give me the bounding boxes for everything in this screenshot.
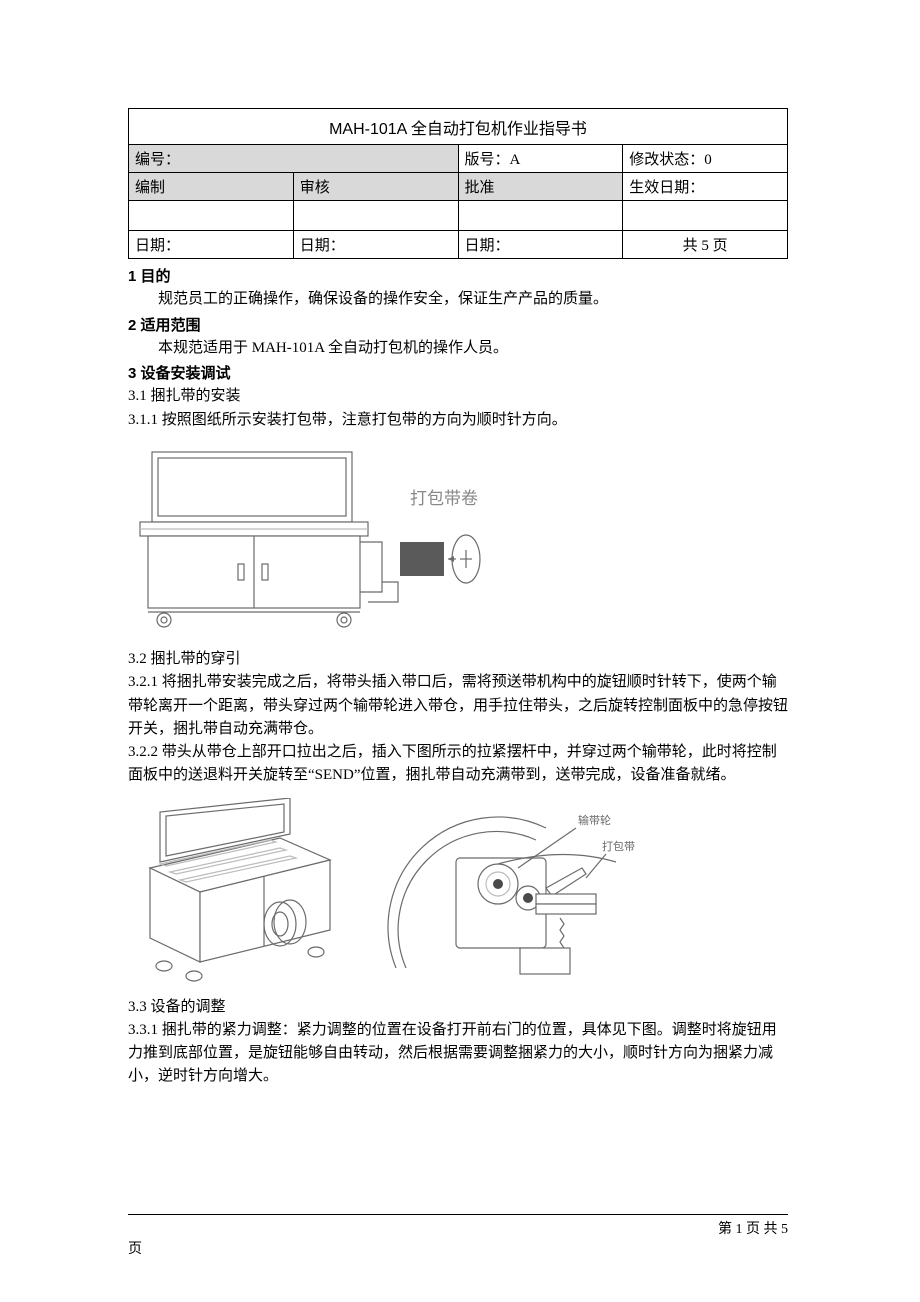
sec32: 3.2 捆扎带的穿引	[128, 648, 788, 671]
page-content: MAH-101A 全自动打包机作业指导书 编号： 版号：A 修改状态：0 编制 …	[128, 108, 788, 1089]
sec321: 3.2.1 将捆扎带安装完成之后，将带头插入带口后，需将预送带机构中的旋钮顺时针…	[128, 671, 788, 741]
figure-2a-svg	[130, 798, 350, 988]
fig1-label: 打包带卷	[410, 489, 478, 508]
body-text: 1 目的 规范员工的正确操作，确保设备的操作安全，保证生产产品的质量。 2 适用…	[128, 265, 788, 1089]
cell-date-2: 日期：	[293, 231, 458, 259]
sec33: 3.3 设备的调整	[128, 996, 788, 1019]
sec2-title: 2 适用范围	[128, 314, 788, 337]
sec311: 3.1.1 按照图纸所示安装打包带，注意打包带的方向为顺时针方向。	[128, 409, 788, 432]
cell-empty-1	[129, 201, 294, 231]
cell-rev: 修改状态：0	[623, 145, 788, 173]
doc-header-table: MAH-101A 全自动打包机作业指导书 编号： 版号：A 修改状态：0 编制 …	[128, 108, 788, 259]
cell-compile: 编制	[129, 173, 294, 201]
figure-2: 输带轮 打包带	[130, 798, 788, 988]
cell-review: 审核	[293, 173, 458, 201]
cell-effective: 生效日期：	[623, 173, 788, 201]
cell-total-pages: 共 5 页	[623, 231, 788, 259]
figure-1: 打包带卷	[130, 442, 788, 640]
footer-rule	[128, 1214, 788, 1215]
fig2-label-roller: 输带轮	[578, 813, 611, 827]
cell-empty-3	[458, 201, 623, 231]
cell-approve: 批准	[458, 173, 623, 201]
cell-empty-4	[623, 201, 788, 231]
fig2-label-strap: 打包带	[602, 839, 635, 853]
footer-left: 页	[128, 1238, 142, 1258]
doc-title: MAH-101A 全自动打包机作业指导书	[129, 109, 788, 145]
figure-1-svg: 打包带卷	[130, 442, 510, 632]
cell-version: 版号：A	[458, 145, 623, 173]
sec3-title: 3 设备安装调试	[128, 362, 788, 385]
cell-empty-2	[293, 201, 458, 231]
footer-right: 第 1 页 共 5	[718, 1218, 788, 1238]
sec331: 3.3.1 捆扎带的紧力调整：紧力调整的位置在设备打开前右门的位置，具体见下图。…	[128, 1019, 788, 1089]
sec31: 3.1 捆扎带的安装	[128, 385, 788, 408]
sec2-body: 本规范适用于 MAH-101A 全自动打包机的操作人员。	[128, 337, 788, 360]
sec1-body: 规范员工的正确操作，确保设备的操作安全，保证生产产品的质量。	[128, 288, 788, 311]
cell-code: 编号：	[129, 145, 459, 173]
cell-date-3: 日期：	[458, 231, 623, 259]
cell-date-1: 日期：	[129, 231, 294, 259]
sec1-title: 1 目的	[128, 265, 788, 288]
figure-2b-svg: 输带轮 打包带	[386, 798, 636, 988]
sec322: 3.2.2 带头从带仓上部开口拉出之后，插入下图所示的拉紧摆杆中，并穿过两个输带…	[128, 741, 788, 788]
